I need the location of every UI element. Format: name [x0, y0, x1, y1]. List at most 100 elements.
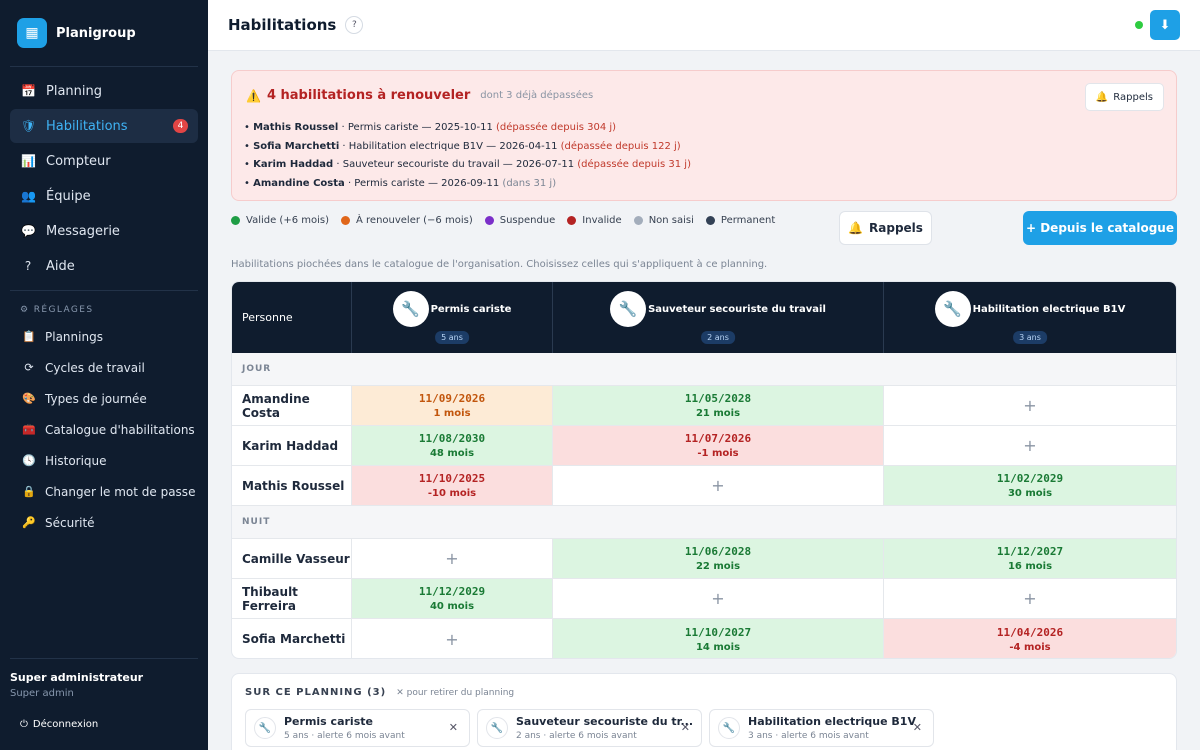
add-habilitation-cell[interactable]: +	[553, 466, 884, 505]
nav-item-label: Compteur	[46, 153, 111, 169]
habilitation-cell[interactable]: 11/02/2029 30 mois	[884, 466, 1176, 505]
chip-name: Sauveteur secouriste du tr...	[516, 715, 694, 728]
calendar-logo-icon: ▦	[17, 18, 47, 48]
habilitation-cell[interactable]: 11/10/2027 14 mois	[553, 619, 884, 658]
alert-person: Mathis Roussel	[253, 122, 339, 133]
alert-rappels-button[interactable]: 🔔 Rappels	[1084, 83, 1164, 111]
months-remaining: -4 mois	[1009, 641, 1051, 653]
months-remaining: 16 mois	[1007, 561, 1053, 572]
close-icon[interactable]: ✕	[912, 721, 922, 734]
expiry-date: 11/12/2027	[996, 545, 1064, 558]
alert-title: ⚠️ 4 habilitations à renouveler dont 3 d…	[246, 88, 593, 103]
add-habilitation-cell[interactable]: +	[352, 619, 553, 658]
legend-label: À renouveler (−6 mois)	[356, 215, 473, 226]
add-habilitation-cell[interactable]: +	[884, 386, 1176, 425]
expiry-date: 11/04/2026	[996, 625, 1064, 639]
settings-item[interactable]: 🎨 Types de journée	[0, 383, 208, 414]
habilitation-cell[interactable]: 11/12/2029 40 mois	[352, 579, 553, 618]
team-icon: 👥	[21, 189, 36, 203]
habilitation-cell[interactable]: 11/04/2026 -4 mois	[884, 619, 1176, 658]
close-icon[interactable]: ✕	[680, 721, 690, 734]
settings-item[interactable]: 🧰 Catalogue d'habilitations	[0, 414, 208, 445]
plus-icon: +	[711, 476, 725, 495]
column-header-title: 🔧 Habilitation electrique B1V	[884, 291, 1176, 327]
wrench-icon: 🔧	[934, 291, 971, 327]
column-header-title: 🔧 Sauveteur secouriste du travail	[553, 291, 883, 327]
brand[interactable]: ▦ Planigroup	[0, 0, 208, 66]
column-name: Habilitation electrique B1V	[972, 303, 1126, 315]
column-header[interactable]: 🔧 Sauveteur secouriste du travail 2 ans	[553, 282, 884, 353]
planning-chips: 🔧 Permis cariste 5 ans · alerte 6 mois ava…	[245, 709, 941, 747]
nav-item-label: Habilitations	[46, 118, 128, 134]
add-habilitation-cell[interactable]: +	[553, 579, 884, 618]
rappels-button[interactable]: 🔔 Rappels	[839, 211, 932, 245]
alert-status: (dépassée depuis 31 j)	[577, 159, 691, 170]
logout-button[interactable]: ⏻ Déconnexion	[0, 699, 208, 750]
person-column-header: Personne	[232, 282, 352, 353]
main-nav: 📅 Planning 🛡 Habilitations 4 📊 Compteur 👥 Équipe…	[0, 67, 208, 290]
warning-icon: ⚠️	[246, 88, 261, 103]
person-name: Thibault Ferreira	[232, 579, 352, 618]
months-remaining: 30 mois	[1007, 488, 1053, 499]
rappels-label: Rappels	[869, 221, 923, 235]
add-habilitation-cell[interactable]: +	[884, 579, 1176, 618]
habilitation-cell[interactable]: 11/09/2026 1 mois	[352, 386, 553, 425]
table-row: Sofia Marchetti +11/10/2027 14 mois 11/04/2…	[232, 619, 1176, 658]
column-header[interactable]: 🔧 Habilitation electrique B1V 3 ans	[884, 282, 1176, 353]
legend-label: Non saisi	[648, 215, 694, 226]
help-icon: ?	[24, 259, 32, 273]
settings-item-label: Changer le mot de passe	[45, 484, 196, 499]
alert-status: (dépassée depuis 304 j)	[496, 122, 617, 133]
habilitation-cell[interactable]: 11/12/2027 16 mois	[884, 539, 1176, 578]
on-planning-title: SUR CE PLANNING (3) ✕ pour retirer du pl…	[245, 687, 514, 698]
add-habilitation-cell[interactable]: +	[352, 539, 553, 578]
settings-item-label: Types de journée	[45, 391, 147, 406]
legend-dot	[484, 216, 494, 225]
alert-list: • Mathis Roussel · Permis cariste — 2025…	[244, 119, 691, 193]
settings-item[interactable]: 🕓 Historique	[0, 445, 208, 476]
column-name: Permis cariste	[430, 303, 512, 315]
settings-item[interactable]: 🔒 Changer le mot de passe	[0, 476, 208, 507]
habilitation-cell[interactable]: 11/10/2025 -10 mois	[352, 466, 553, 505]
settings-item[interactable]: ⟳ Cycles de travail	[0, 352, 208, 383]
plus-icon: +	[1023, 436, 1037, 455]
alert-rappels-label: Rappels	[1113, 91, 1153, 103]
alert-line: • Amandine Costa · Permis cariste — 2026…	[244, 177, 557, 189]
help-button[interactable]: ?	[345, 16, 364, 34]
habilitation-cell[interactable]: 11/05/2028 21 mois	[553, 386, 884, 425]
nav-item-messagerie[interactable]: 💬 Messagerie	[10, 214, 198, 248]
section-header: NUIT	[232, 506, 1176, 539]
catalog-hint: Habilitations piochées dans le catalogue…	[231, 259, 768, 270]
alert-line: • Mathis Roussel · Permis cariste — 2025…	[244, 122, 617, 133]
habilitation-cell[interactable]: 11/06/2028 22 mois	[553, 539, 884, 578]
settings-item[interactable]: 📋 Plannings	[0, 321, 208, 352]
nav-item-habilitations[interactable]: 🛡 Habilitations 4	[10, 109, 198, 143]
nav-item-compteur[interactable]: 📊 Compteur	[10, 144, 198, 178]
matrix-header: Personne 🔧 Permis cariste 5 ans 🔧 Sauveteur s…	[232, 282, 1176, 353]
table-row: Thibault Ferreira 11/12/2029 40 mois + +	[232, 579, 1176, 619]
close-icon[interactable]: ✕	[448, 721, 458, 734]
column-header[interactable]: 🔧 Permis cariste 5 ans	[352, 282, 553, 353]
status-legend: Valide (+6 mois) À renouveler (−6 mois) Su…	[231, 215, 787, 226]
nav-item-équipe[interactable]: 👥 Équipe	[10, 179, 198, 213]
legend-item: Permanent	[705, 215, 775, 226]
habilitation-cell[interactable]: 11/08/2030 48 mois	[352, 426, 553, 465]
settings-item[interactable]: 🔑 Sécurité	[0, 507, 208, 538]
planning-chip: 🔧 Permis cariste 5 ans · alerte 6 mois ava…	[245, 709, 470, 747]
lock-icon: 🔒	[22, 485, 36, 498]
plus-icon: +	[445, 549, 459, 568]
planning-chip: 🔧 Sauveteur secouriste du tr... 2 ans · al…	[477, 709, 702, 747]
nav-item-planning[interactable]: 📅 Planning	[10, 74, 198, 108]
add-habilitation-cell[interactable]: +	[884, 426, 1176, 465]
expiry-date: 11/02/2029	[996, 472, 1064, 485]
settings-item-label: Catalogue d'habilitations	[45, 422, 195, 437]
add-from-catalog-button[interactable]: + Depuis le catalogue	[1023, 211, 1177, 245]
nav-item-aide[interactable]: ? Aide	[10, 249, 198, 283]
nav-item-label: Aide	[46, 258, 75, 274]
bell-icon: 🔔	[1095, 91, 1109, 103]
table-row: Mathis Roussel 11/10/2025 -10 mois +11/02/2…	[232, 466, 1176, 506]
wrench-icon: 🔧	[718, 717, 740, 739]
legend-item: Valide (+6 mois)	[231, 215, 329, 226]
habilitation-cell[interactable]: 11/07/2026 -1 mois	[553, 426, 884, 465]
download-button[interactable]: ⬇	[1150, 10, 1180, 40]
